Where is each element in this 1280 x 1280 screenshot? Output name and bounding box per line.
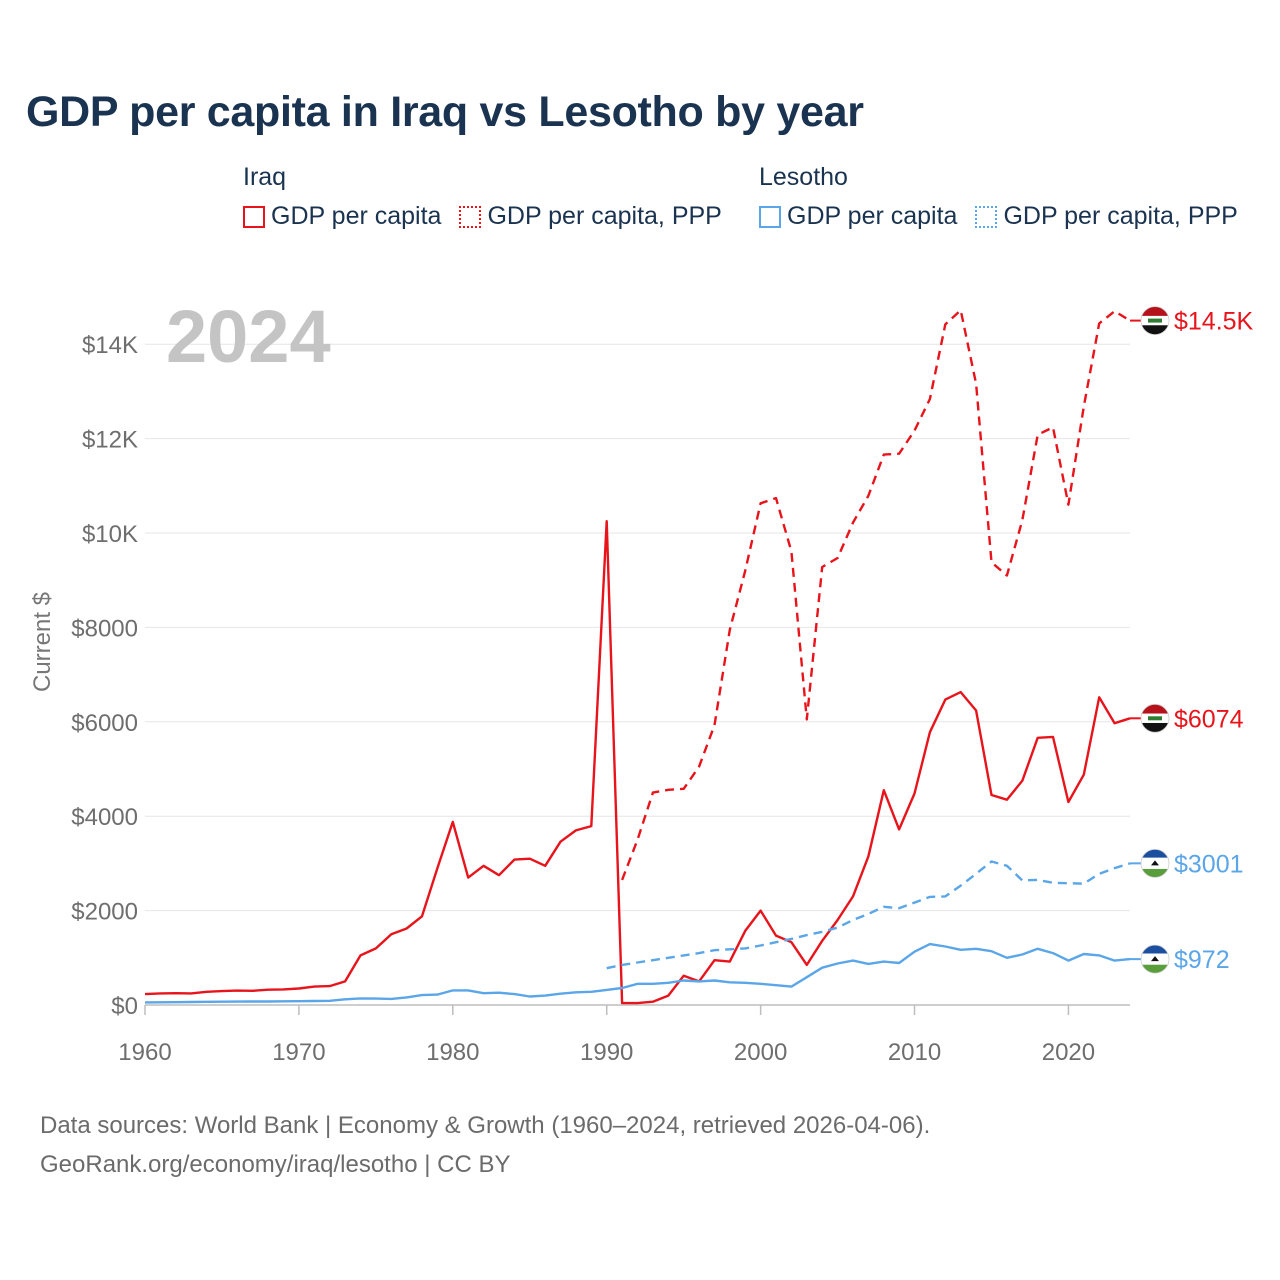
series-lines: [144, 309, 1131, 1005]
legend-country-iraq: Iraq: [243, 163, 287, 191]
x-tick-label: 2010: [888, 1039, 941, 1066]
series-line: [620, 309, 1131, 881]
x-tick-label: 1970: [272, 1039, 325, 1066]
legend-item-lesotho-gdp-ppp[interactable]: GDP per capita, PPP: [975, 202, 1238, 231]
series-line: [144, 520, 1131, 1005]
x-tick-label: 1980: [426, 1039, 479, 1066]
x-tick-label: 2020: [1042, 1039, 1095, 1066]
y-tick-label: $2000: [71, 899, 138, 926]
gridlines: [145, 343, 1130, 912]
y-axis-label: Current $: [29, 592, 56, 692]
legend-label: GDP per capita: [271, 202, 442, 230]
legend-group-iraq: Iraq GDP per capita GDP per capita, PPP: [243, 160, 722, 231]
year-watermark: 2024: [166, 295, 331, 378]
lesotho-flag-icon: [1141, 945, 1169, 974]
footer-sources: Data sources: World Bank | Economy & Gro…: [40, 1112, 931, 1139]
legend-label: GDP per capita, PPP: [1003, 202, 1238, 230]
legend-item-iraq-gdp[interactable]: GDP per capita: [243, 202, 441, 231]
legend-swatch-solid-icon: [759, 205, 781, 228]
y-tick-label: $10K: [82, 521, 138, 548]
iraq-flag-icon: [1141, 306, 1169, 335]
legend-label: GDP per capita, PPP: [487, 202, 722, 230]
legend-item-lesotho-gdp[interactable]: GDP per capita: [759, 202, 957, 231]
y-axis-ticks: $0 $2000 $4000 $6000 $8000 $10K $12K $14K: [71, 332, 138, 1020]
y-tick-label: $8000: [71, 615, 138, 642]
legend-swatch-solid-icon: [243, 205, 265, 228]
legend-country-lesotho: Lesotho: [759, 163, 848, 191]
end-value-label: $972: [1174, 946, 1230, 974]
end-value-label: $3001: [1174, 850, 1244, 878]
lesotho-flag-icon: [1141, 849, 1169, 878]
legend-item-iraq-gdp-ppp[interactable]: GDP per capita, PPP: [459, 202, 722, 231]
footer-url[interactable]: GeoRank.org/economy/iraq/lesotho | CC BY: [40, 1151, 511, 1178]
x-tick-label: 1960: [118, 1039, 171, 1066]
series-line: [144, 942, 1131, 1004]
chart-title: GDP per capita in Iraq vs Lesotho by yea…: [26, 88, 864, 136]
legend-group-lesotho: Lesotho GDP per capita GDP per capita, P…: [759, 160, 1238, 231]
footer: Data sources: World Bank | Economy & Gro…: [40, 1106, 930, 1184]
legend-swatch-dotted-icon: [975, 205, 998, 228]
y-tick-label: $4000: [71, 804, 138, 831]
x-tick-label: 1990: [580, 1039, 633, 1066]
end-value-label: $6074: [1174, 705, 1244, 733]
legend-swatch-dotted-icon: [459, 205, 482, 228]
y-tick-label: $12K: [82, 427, 138, 454]
y-tick-label: $14K: [82, 332, 138, 359]
x-axis-ticks: 1960 1970 1980 1990 2000 2010 2020: [118, 1005, 1095, 1066]
y-tick-label: $0: [111, 993, 138, 1020]
end-labels: $6074 $14.5K $972 $3001: [1130, 306, 1254, 974]
end-value-label: $14.5K: [1174, 308, 1254, 336]
iraq-flag-icon: [1141, 704, 1169, 733]
y-tick-label: $6000: [71, 710, 138, 737]
x-tick-label: 2000: [734, 1039, 787, 1066]
legend-label: GDP per capita: [787, 202, 958, 230]
